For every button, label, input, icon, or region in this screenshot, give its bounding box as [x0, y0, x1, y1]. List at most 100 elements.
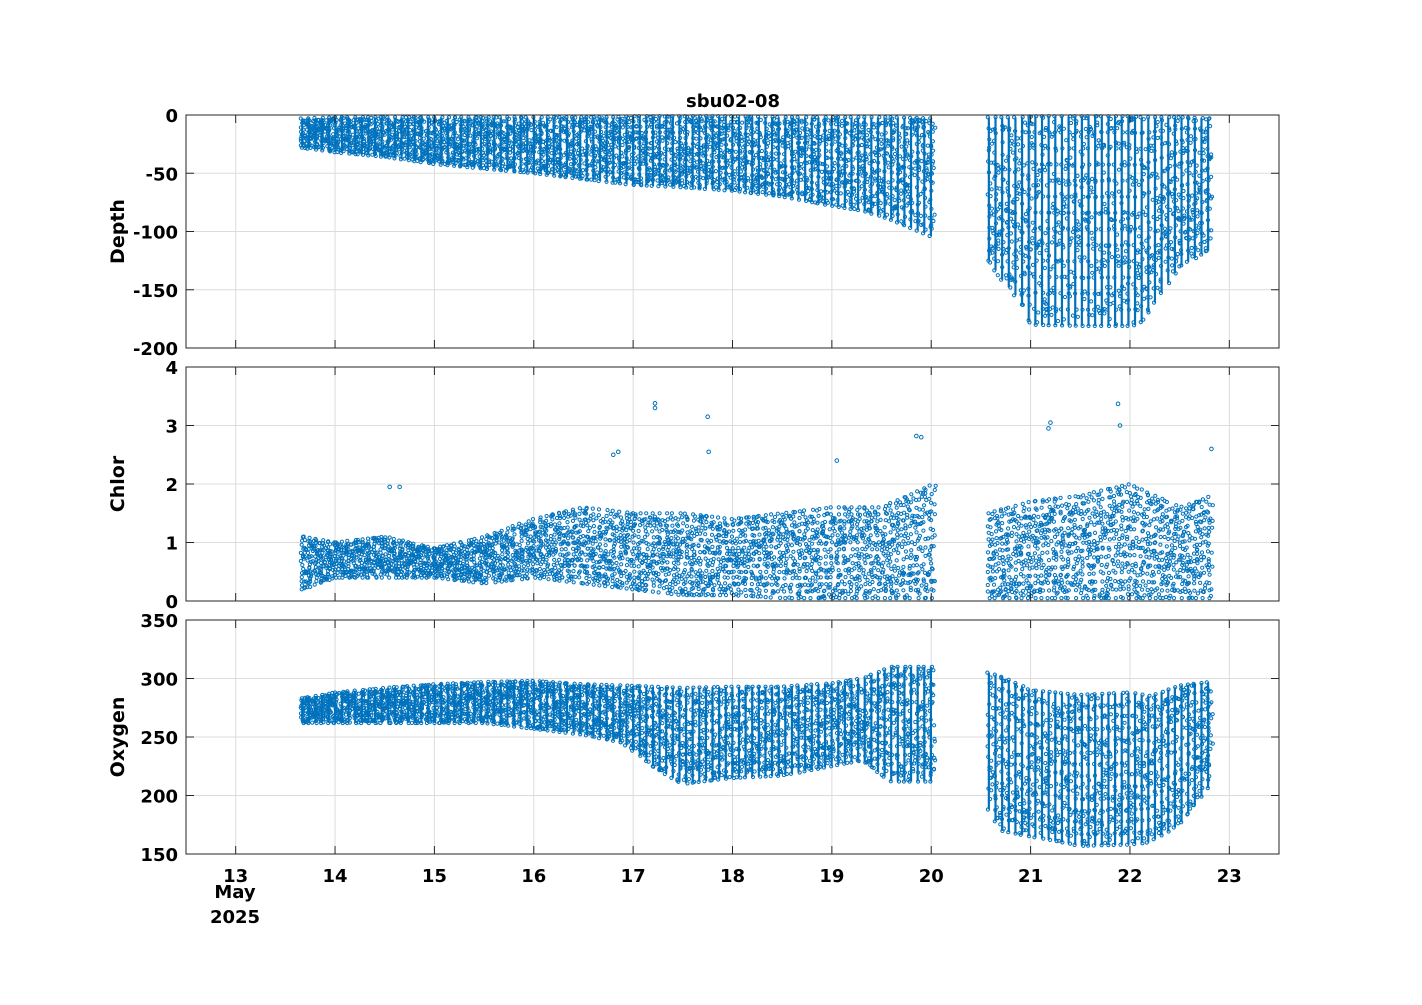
data-point	[916, 139, 921, 145]
data-point	[817, 134, 823, 140]
data-point	[454, 146, 459, 151]
data-point	[1168, 164, 1173, 169]
data-point	[886, 165, 891, 170]
data-point	[898, 170, 903, 175]
data-point	[739, 134, 744, 140]
data-point	[1175, 118, 1180, 124]
data-point	[355, 152, 360, 157]
data-point	[336, 139, 341, 144]
data-point	[1027, 320, 1032, 325]
data-point	[454, 142, 459, 147]
data-point	[923, 227, 928, 232]
data-point	[931, 165, 936, 171]
data-point	[1016, 184, 1021, 189]
data-point	[328, 123, 333, 128]
data-point	[871, 125, 876, 130]
data-point	[840, 118, 845, 124]
data-point	[1090, 313, 1095, 318]
data-point	[1010, 150, 1016, 155]
data-point	[1195, 230, 1200, 236]
data-point	[429, 143, 434, 148]
data-point	[1209, 228, 1214, 233]
data-point	[694, 136, 699, 141]
data-point	[767, 191, 772, 196]
data-point	[1009, 133, 1014, 138]
data-point	[1061, 317, 1067, 322]
data-point	[1114, 259, 1120, 264]
data-point	[1202, 139, 1207, 144]
data-point	[899, 188, 904, 193]
data-point	[298, 558, 303, 564]
data-point	[1208, 236, 1213, 241]
data-point	[719, 151, 724, 156]
data-point	[797, 130, 803, 135]
data-point	[1095, 120, 1100, 125]
data-point	[1123, 240, 1128, 245]
data-point	[727, 172, 732, 178]
data-point	[395, 118, 400, 124]
data-point	[1075, 248, 1080, 253]
data-point	[899, 144, 904, 149]
data-points	[298, 400, 1215, 601]
data-point	[1020, 302, 1025, 307]
data-point	[403, 145, 408, 150]
data-point	[1068, 120, 1074, 126]
data-point	[853, 124, 858, 130]
data-point	[1155, 120, 1160, 125]
data-point	[1150, 197, 1155, 202]
data-point	[932, 212, 937, 217]
data-point	[442, 139, 447, 145]
data-point	[933, 125, 938, 130]
data-point	[1030, 236, 1035, 241]
data-point	[574, 122, 580, 127]
data-point	[825, 179, 830, 184]
data-point	[595, 170, 600, 175]
data-point	[997, 186, 1002, 191]
y-tick-label: 0	[165, 106, 178, 127]
data-point	[930, 148, 936, 153]
data-point	[1009, 239, 1014, 244]
data-point	[712, 150, 717, 155]
data-point	[852, 206, 857, 212]
data-point	[1207, 206, 1212, 211]
data-point	[389, 146, 394, 151]
data-point	[434, 145, 439, 150]
data-point	[1156, 199, 1161, 204]
data-point	[394, 133, 399, 138]
data-point	[340, 146, 345, 152]
data-point	[777, 185, 783, 190]
data-point	[925, 160, 930, 165]
data-point	[884, 212, 890, 217]
data-point	[859, 153, 864, 158]
data-point	[573, 115, 578, 120]
data-point	[1143, 147, 1148, 152]
data-point	[515, 125, 520, 130]
data-point	[1062, 201, 1067, 206]
data-point	[601, 133, 606, 138]
data-point	[917, 135, 922, 140]
data-point	[612, 177, 617, 182]
data-point	[873, 201, 878, 206]
data-point	[1128, 224, 1134, 230]
data-point	[376, 129, 381, 134]
data-point	[738, 169, 744, 174]
data-point	[886, 180, 891, 185]
data-point	[400, 141, 405, 146]
data-point	[1116, 263, 1121, 268]
data-point	[330, 117, 335, 122]
data-point	[1015, 196, 1020, 202]
data-point	[334, 136, 339, 141]
data-point	[1061, 210, 1066, 215]
data-point	[473, 151, 478, 156]
data-point	[1154, 124, 1159, 129]
data-point	[1095, 304, 1101, 309]
data-point	[792, 156, 797, 162]
data-point	[1141, 172, 1146, 177]
data-point	[747, 139, 752, 144]
data-point	[370, 133, 375, 138]
data-point	[1090, 133, 1095, 138]
data-point	[1122, 163, 1127, 168]
data-point	[833, 139, 838, 144]
data-point	[298, 550, 303, 556]
data-point	[639, 131, 644, 136]
